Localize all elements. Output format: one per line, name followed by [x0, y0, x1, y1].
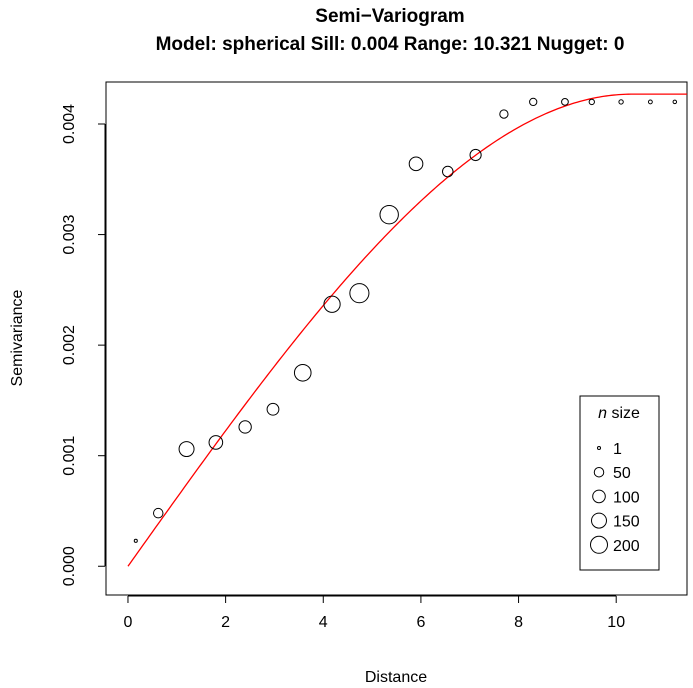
x-axis: 0 2 4 6 8 10	[124, 595, 625, 631]
model-curve	[127, 93, 687, 567]
chart-subtitle: Model: spherical Sill: 0.004 Range: 10.3…	[156, 34, 625, 55]
legend-label: 100	[613, 489, 640, 506]
legend-label: 200	[613, 538, 640, 555]
legend-title-size: size	[607, 405, 640, 422]
data-point	[266, 402, 280, 416]
legend-symbol	[593, 466, 605, 478]
legend-box	[579, 395, 660, 571]
data-point	[529, 97, 538, 107]
data-point	[379, 204, 399, 225]
y-axis: 0.000 0.001 0.002 0.003 0.004	[61, 104, 106, 586]
legend-symbol	[590, 535, 608, 554]
plot-frame	[105, 81, 688, 596]
y-axis-label: Semivariance	[9, 289, 26, 386]
x-tick-label: 6	[416, 614, 425, 631]
data-points-layer	[133, 97, 678, 543]
data-point	[588, 98, 595, 106]
data-point	[208, 435, 224, 450]
legend-symbol	[591, 512, 607, 529]
y-tick-label: 0.001	[61, 436, 78, 476]
data-point	[349, 283, 370, 304]
data-point	[178, 441, 195, 458]
data-point	[133, 538, 138, 543]
data-point	[647, 99, 653, 105]
data-point	[323, 295, 341, 313]
data-point	[618, 99, 624, 105]
data-point	[152, 507, 164, 519]
x-tick-label: 10	[607, 614, 625, 631]
legend-label: 50	[613, 465, 631, 482]
data-point	[469, 148, 482, 162]
legend-title-n: n	[598, 405, 607, 422]
legend-title: n size	[598, 405, 640, 422]
legend-label: 150	[613, 514, 640, 531]
data-point	[238, 420, 252, 434]
model-curve-layer	[127, 93, 687, 567]
legend-label: 1	[613, 441, 622, 458]
data-point	[561, 98, 569, 106]
y-tick-label: 0.000	[61, 546, 78, 586]
x-axis-label: Distance	[365, 669, 427, 686]
x-tick-label: 4	[319, 614, 328, 631]
chart-title: Semi−Variogram	[315, 6, 464, 27]
legend-symbol	[592, 489, 606, 504]
data-point	[441, 165, 454, 178]
data-point	[293, 363, 312, 382]
y-tick-label: 0.002	[61, 325, 78, 365]
data-point	[672, 99, 678, 105]
legend-symbol	[596, 445, 602, 451]
y-tick-label: 0.003	[61, 214, 78, 254]
y-tick-label: 0.004	[61, 104, 78, 144]
data-point	[408, 156, 424, 172]
data-point	[499, 109, 509, 119]
x-tick-label: 2	[221, 614, 230, 631]
x-tick-label: 8	[514, 614, 523, 631]
x-tick-label: 0	[124, 614, 133, 631]
